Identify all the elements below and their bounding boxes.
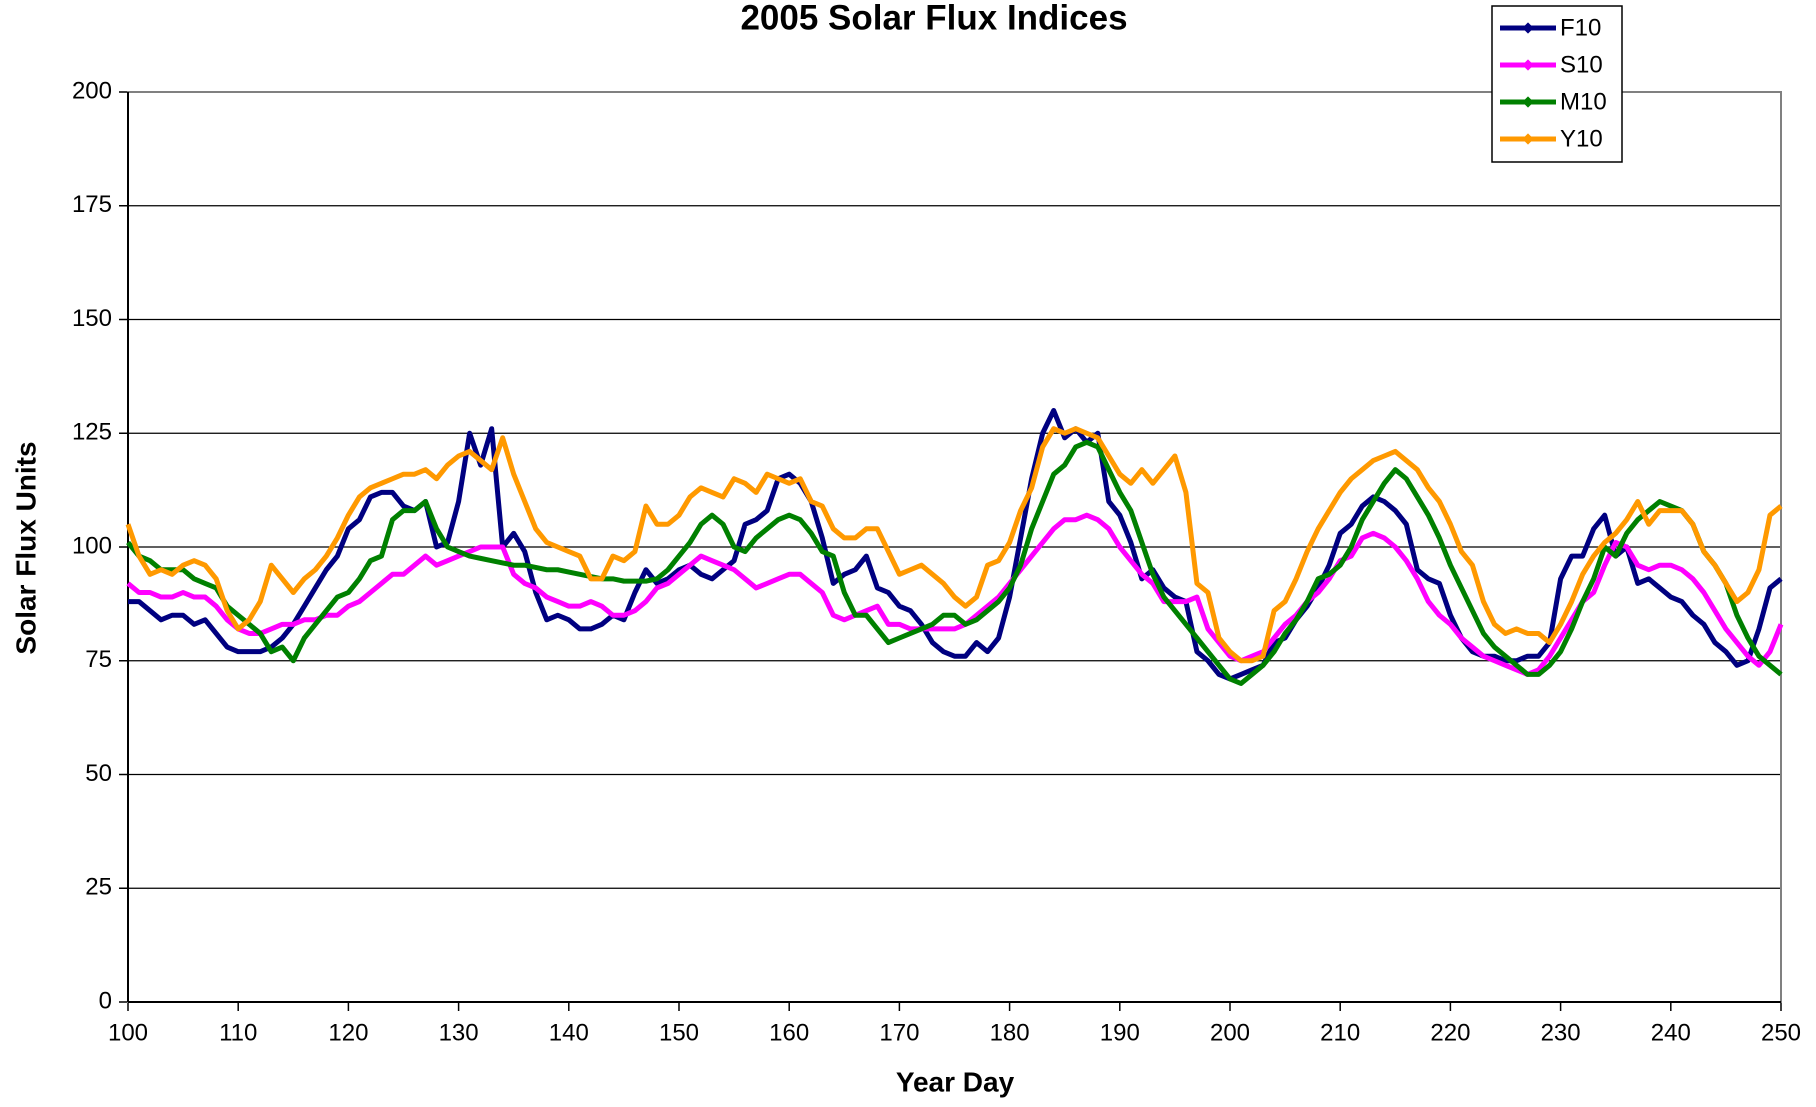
x-tick-label: 200 xyxy=(1210,1019,1250,1046)
x-tick-label: 140 xyxy=(549,1019,589,1046)
y-tick-label: 0 xyxy=(99,987,112,1014)
legend-marker xyxy=(1522,59,1534,71)
y-tick-label: 75 xyxy=(85,646,112,673)
x-tick-label: 190 xyxy=(1100,1019,1140,1046)
x-axis-label: Year Day xyxy=(896,1066,1015,1097)
x-tick-label: 230 xyxy=(1541,1019,1581,1046)
y-tick-label: 50 xyxy=(85,760,112,787)
legend-label: Y10 xyxy=(1560,125,1603,152)
y-tick-label: 150 xyxy=(72,305,112,332)
y-tick-label: 175 xyxy=(72,191,112,218)
y-tick-label: 100 xyxy=(72,532,112,559)
y-tick-label: 125 xyxy=(72,419,112,446)
series-line xyxy=(125,426,1783,664)
x-tick-label: 130 xyxy=(439,1019,479,1046)
x-tick-label: 210 xyxy=(1320,1019,1360,1046)
y-axis-label: Solar Flux Units xyxy=(10,441,41,654)
x-tick-label: 100 xyxy=(108,1019,148,1046)
legend-box xyxy=(1491,5,1623,163)
y-tick-label: 200 xyxy=(72,77,112,104)
series-line xyxy=(126,512,1784,677)
x-tick-label: 120 xyxy=(328,1019,368,1046)
x-tick-label: 160 xyxy=(769,1019,809,1046)
legend-label: M10 xyxy=(1560,88,1607,115)
series-line xyxy=(126,439,1783,686)
legend-marker xyxy=(1522,96,1534,108)
legend-marker xyxy=(1522,22,1534,34)
legend: F10 S10 M10 Y10 xyxy=(1491,5,1623,163)
chart-title: 2005 Solar Flux Indices xyxy=(740,0,1127,37)
x-tick-label: 170 xyxy=(879,1019,919,1046)
y-tick-label: 25 xyxy=(85,874,112,901)
legend-marker xyxy=(1522,133,1534,145)
x-tick-label: 250 xyxy=(1761,1019,1801,1046)
x-tick-label: 150 xyxy=(659,1019,699,1046)
x-tick-label: 180 xyxy=(990,1019,1030,1046)
series-line xyxy=(128,408,1783,682)
legend-label: S10 xyxy=(1560,51,1603,78)
x-tick-label: 110 xyxy=(219,1019,257,1046)
x-tick-label: 220 xyxy=(1430,1019,1470,1046)
legend-label: F10 xyxy=(1560,14,1601,41)
x-tick-label: 240 xyxy=(1651,1019,1691,1046)
